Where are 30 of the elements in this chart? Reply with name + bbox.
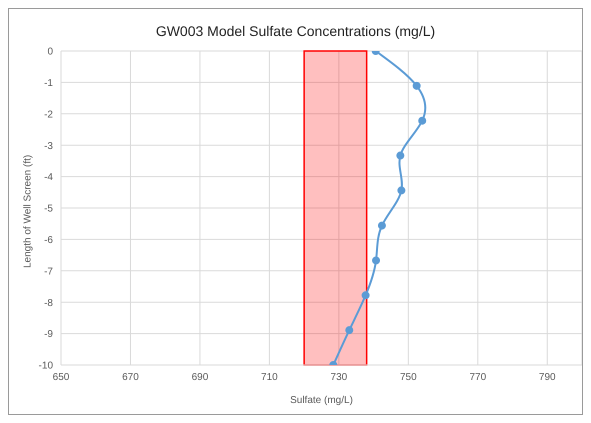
y-tick-label: -8 (44, 298, 54, 309)
point (372, 256, 380, 264)
chart-title: GW003 Model Sulfate Concentrations (mg/L) (154, 22, 436, 41)
x-tick-label: 730 (330, 372, 348, 384)
y-tick-label: -1 (44, 78, 54, 89)
point (418, 116, 426, 125)
x-tick-label: 650 (52, 372, 70, 384)
y-tick-label: -7 (44, 266, 54, 278)
x-tick-label: 710 (261, 372, 278, 384)
y-tick-label: -3 (44, 140, 54, 152)
point (397, 186, 406, 194)
point (362, 291, 370, 300)
y-tick-label: -2 (44, 109, 54, 120)
point (378, 222, 386, 230)
x-tick-label: 770 (469, 372, 487, 384)
y-tick-label: -4 (44, 172, 54, 184)
y-tick-label: -6 (44, 234, 54, 246)
y-axis-title: Length of Well Screen (ft) (22, 154, 34, 268)
point (396, 152, 404, 160)
x-axis-title: Sulfate (mg/L) (290, 395, 353, 406)
y-tick-label: -9 (44, 329, 54, 340)
y-tick-label: -5 (44, 204, 54, 215)
x-tick-label: 670 (122, 372, 140, 384)
x-tick-label: 750 (400, 372, 418, 384)
point (345, 326, 354, 334)
y-tick-label: -10 (38, 360, 54, 372)
x-tick-label: 790 (538, 372, 556, 384)
y-tick-label: 0 (47, 46, 54, 58)
point (412, 82, 421, 90)
x-tick-label: 690 (192, 372, 209, 384)
